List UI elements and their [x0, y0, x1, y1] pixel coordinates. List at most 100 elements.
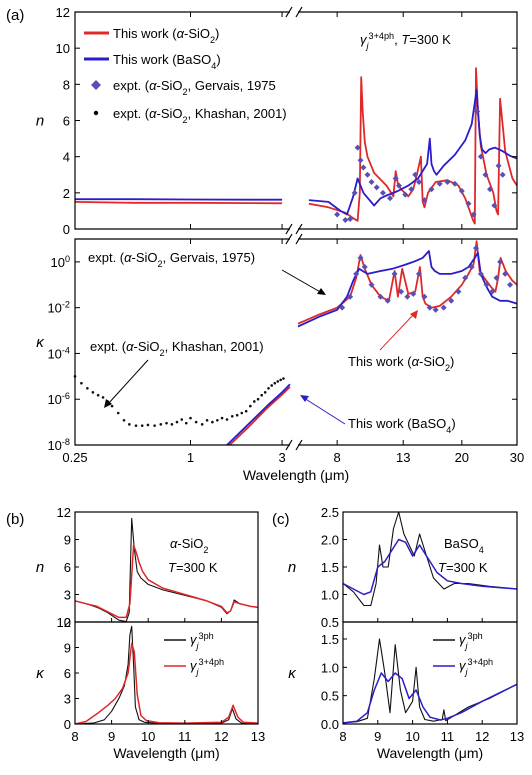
- axis-break-mark: [295, 233, 303, 245]
- expt-khashan-kappa-point: [194, 420, 198, 424]
- expt-gervais-kappa-point: [377, 293, 384, 300]
- axis-break-mark: [285, 233, 293, 245]
- annotation-khashan: expt. (α-SiO2, Khashan, 2001): [90, 339, 264, 358]
- x-tick-label: 20: [455, 450, 469, 465]
- y-tick-label: 4: [63, 150, 70, 165]
- a-bottom-frame-right: [298, 238, 518, 446]
- legend-label: γj3+4ph: [190, 657, 224, 677]
- x-axis-label: Wavelength (μm): [243, 467, 349, 483]
- expt-gervais-n-point: [342, 216, 349, 223]
- expt-gervais-n-point: [465, 200, 472, 207]
- expt-gervais-kappa-point: [353, 270, 360, 277]
- b-kappa-3p4ph-line: [74, 642, 259, 725]
- axis-break-mark: [285, 439, 293, 451]
- expt-gervais-kappa-point: [473, 245, 480, 252]
- expt-gervais-kappa-point: [493, 274, 500, 281]
- expt-khashan-kappa-point: [96, 393, 100, 397]
- expt-gervais-kappa-point: [421, 293, 428, 300]
- expt-gervais-n-point: [408, 186, 415, 193]
- expt-gervais-n-point: [392, 175, 399, 182]
- panel-label-b: (b): [6, 511, 24, 528]
- y-axis-label: κ: [288, 665, 297, 682]
- expt-gervais-n-point: [416, 178, 423, 185]
- expt-gervais-kappa-point: [497, 258, 504, 265]
- expt-khashan-kappa-point: [189, 416, 192, 420]
- expt-khashan-kappa-point: [270, 384, 274, 387]
- expt-gervais-kappa-point: [357, 254, 364, 261]
- y-tick-label: 10-2: [47, 300, 70, 316]
- arrowhead-this-sio2: [410, 310, 418, 319]
- expt-khashan-kappa-point: [279, 378, 282, 382]
- expt-gervais-kappa-point: [339, 304, 346, 311]
- panel-c-material-label: BaSO4: [444, 536, 484, 555]
- expt-khashan-kappa-point: [101, 396, 105, 399]
- expt-khashan-kappa-point: [180, 418, 184, 421]
- expt-gervais-n-point: [412, 171, 419, 178]
- legend-swatch-gervais: [91, 80, 101, 90]
- y-tick-label: 12: [57, 505, 71, 520]
- expt-gervais-n-point: [347, 216, 354, 223]
- expt-khashan-kappa-point: [273, 381, 277, 385]
- b-top-frame: [74, 511, 259, 623]
- expt-khashan-kappa-point: [122, 418, 126, 422]
- sio2-kappa-line: [297, 240, 518, 325]
- y-tick-label: 1.5: [321, 560, 339, 575]
- expt-gervais-n-point: [373, 184, 380, 191]
- y-tick-label: 1.5: [321, 632, 339, 647]
- expt-gervais-n-point: [458, 188, 465, 195]
- expt-gervais-n-point: [364, 171, 371, 178]
- y-tick-label: 3: [64, 588, 71, 603]
- expt-gervais-kappa-point: [398, 288, 405, 295]
- expt-khashan-kappa-point: [146, 423, 150, 427]
- expt-khashan-kappa-point: [80, 381, 83, 385]
- y-axis-label: κ: [36, 334, 45, 351]
- expt-gervais-n-point: [354, 144, 361, 151]
- annotation-gervais: expt. (α-SiO2, Gervais, 1975): [88, 250, 255, 269]
- y-tick-label: 2.5: [321, 505, 339, 520]
- x-tick-label: 9: [374, 729, 381, 744]
- y-tick-label: 2: [63, 186, 70, 201]
- x-tick-label: 12: [214, 729, 228, 744]
- expt-gervais-kappa-point: [368, 281, 375, 288]
- axis-break-mark: [285, 6, 293, 18]
- x-tick-label: 0.25: [62, 450, 87, 465]
- expt-khashan-kappa-point: [110, 404, 114, 408]
- legend-label: expt. (α-SiO2, Gervais, 1975: [113, 78, 276, 97]
- x-tick-label: 13: [396, 450, 410, 465]
- x-tick-label: 13: [510, 729, 524, 744]
- c-kappa-3ph-line: [342, 638, 518, 724]
- y-tick-label: 0: [63, 222, 70, 237]
- axis-break-mark: [285, 223, 293, 235]
- y-tick-label: 10-6: [47, 391, 70, 407]
- expt-gervais-kappa-point: [462, 274, 469, 281]
- expt-gervais-n-point: [357, 157, 364, 164]
- y-tick-label: 12: [56, 5, 70, 20]
- x-tick-label: 12: [475, 729, 489, 744]
- panel-b-temperature-label: T=300 K: [168, 560, 218, 575]
- x-tick-label: 8: [339, 729, 346, 744]
- x-axis-label: Wavelength (μm): [113, 745, 219, 761]
- x-tick-label: 3: [278, 450, 285, 465]
- annotation-this-work-sio2: This work (α-SiO2): [348, 354, 454, 373]
- expt-khashan-kappa-point: [282, 377, 285, 380]
- expt-khashan-kappa-point: [260, 393, 264, 397]
- arrow-this-sio2: [379, 313, 415, 351]
- baso4-kappa-line: [226, 383, 291, 446]
- expt-gervais-kappa-point: [410, 290, 417, 297]
- a-bottom-frame-left: [74, 238, 290, 446]
- x-tick-label: 10: [405, 729, 419, 744]
- expt-gervais-n-point: [428, 186, 435, 193]
- legend-label: expt. (α-SiO2, Khashan, 2001): [113, 106, 287, 125]
- expt-khashan-kappa-point: [235, 413, 239, 417]
- y-tick-label: 0.0: [321, 717, 339, 732]
- expt-gervais-kappa-point: [507, 281, 514, 288]
- panel-b-material-label: α-SiO2: [170, 536, 208, 555]
- expt-gervais-n-point: [436, 180, 443, 187]
- expt-khashan-kappa-point: [134, 424, 138, 427]
- expt-gervais-kappa-point: [489, 288, 496, 295]
- baso4-kappa-line: [297, 250, 518, 328]
- x-tick-label: 8: [334, 450, 341, 465]
- expt-gervais-n-point: [379, 189, 386, 196]
- x-tick-label: 9: [108, 729, 115, 744]
- expt-khashan-kappa-point: [240, 411, 244, 415]
